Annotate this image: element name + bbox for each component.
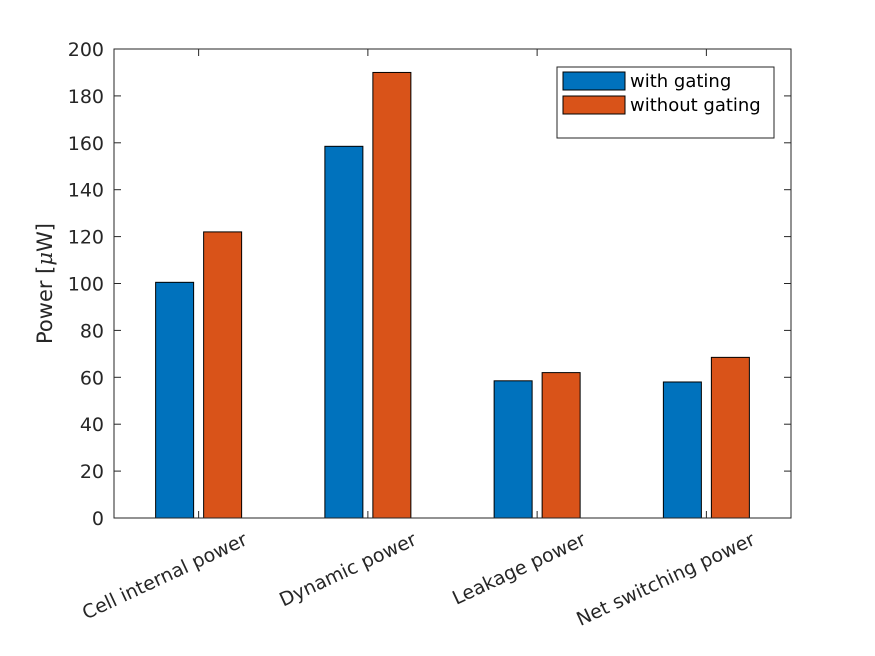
bar-without-gating-0: [203, 231, 243, 519]
y-tick-label: 20: [80, 461, 104, 483]
bar-with-gating-3: [662, 381, 702, 519]
bar-without-gating-1: [372, 71, 412, 519]
x-tick-label: Cell internal power: [79, 529, 251, 625]
y-tick-label: 100: [68, 274, 104, 296]
y-tick-label: 80: [80, 320, 104, 342]
y-tick-label: 140: [68, 180, 104, 202]
legend-swatch-without-gating: [562, 95, 626, 115]
legend: with gating without gating: [556, 66, 775, 139]
x-tick-label: Dynamic power: [276, 529, 420, 612]
legend-swatch-with-gating: [562, 71, 626, 91]
legend-label-with-gating: with gating: [630, 71, 731, 92]
y-tick-label: 200: [68, 39, 104, 61]
legend-label-without-gating: without gating: [630, 95, 761, 116]
y-axis-label-symbol: μ: [33, 252, 57, 266]
x-tick-label: Net switching power: [573, 529, 758, 631]
x-tick-label: Leakage power: [449, 529, 589, 610]
y-axis-label-prefix: Power [: [33, 266, 57, 344]
y-axis-label-suffix: W]: [33, 223, 57, 252]
y-tick-label: 160: [68, 133, 104, 155]
bar-with-gating-2: [493, 380, 533, 519]
bar-with-gating-1: [324, 145, 364, 519]
bar-without-gating-3: [710, 356, 750, 519]
y-axis-label: Power [μW]: [33, 223, 57, 344]
y-tick-label: 120: [68, 227, 104, 249]
y-tick-label: 60: [80, 367, 104, 389]
y-tick-label: 0: [92, 508, 104, 530]
bars-group: [155, 71, 750, 519]
y-tick-label: 180: [68, 86, 104, 108]
y-tick-label: 40: [80, 414, 104, 436]
bar-with-gating-0: [155, 281, 195, 519]
y-axis-ticks: 0 20 40 60 80 100 120 140 160 180 200: [68, 39, 791, 530]
bar-without-gating-2: [541, 372, 581, 519]
